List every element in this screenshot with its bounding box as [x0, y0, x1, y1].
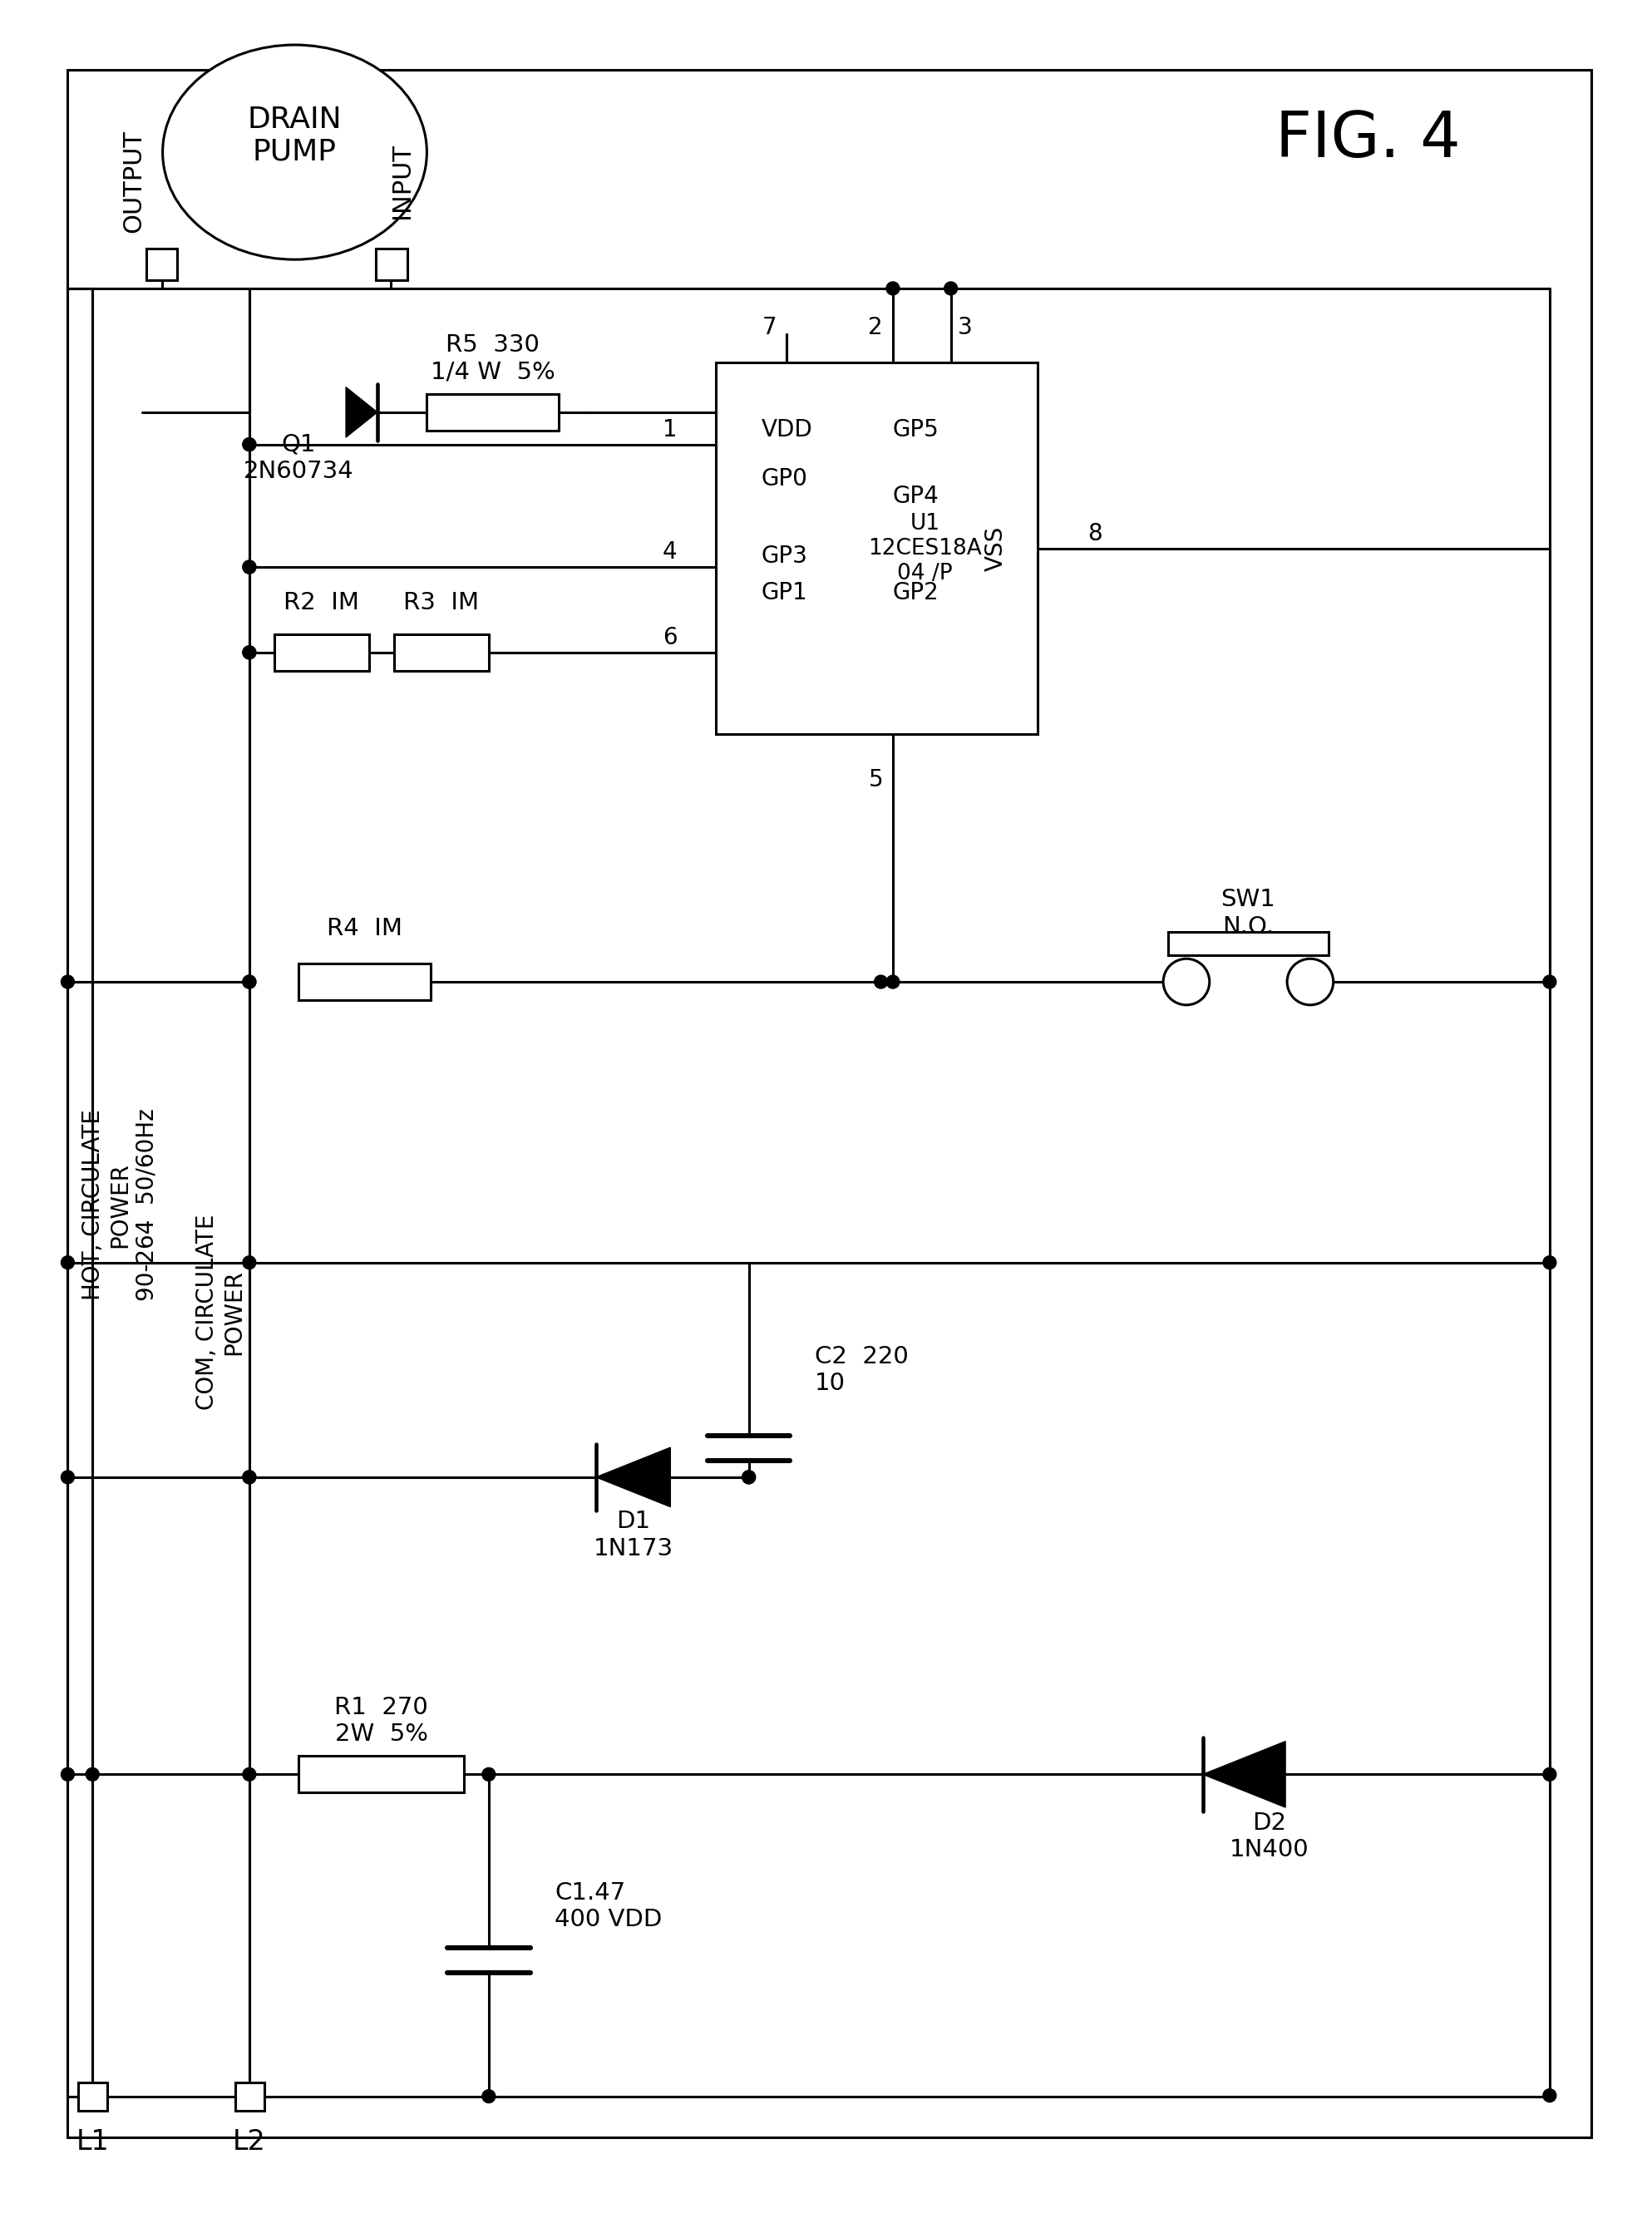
Text: GP3: GP3 — [762, 544, 808, 567]
Text: 5: 5 — [869, 768, 882, 792]
Text: GP0: GP0 — [762, 467, 808, 491]
Text: HOT, CIRCULATE
POWER
90-264  50/60Hz: HOT, CIRCULATE POWER 90-264 50/60Hz — [81, 1109, 159, 1301]
Circle shape — [482, 1768, 496, 1781]
Text: GP2: GP2 — [892, 582, 940, 604]
Circle shape — [1287, 958, 1333, 1005]
Text: 3: 3 — [958, 316, 971, 339]
Text: 2: 2 — [869, 316, 882, 339]
Circle shape — [243, 646, 256, 659]
Text: L1: L1 — [76, 2129, 109, 2155]
Text: R5  330
1/4 W  5%: R5 330 1/4 W 5% — [431, 334, 555, 383]
Text: 6: 6 — [662, 626, 677, 648]
Circle shape — [61, 1768, 74, 1781]
Text: C1.47
400 VDD: C1.47 400 VDD — [555, 1881, 662, 1932]
Polygon shape — [596, 1447, 671, 1507]
Circle shape — [61, 976, 74, 989]
Text: 7: 7 — [762, 316, 776, 339]
Bar — [299, 963, 431, 1000]
Text: DRAIN
PUMP: DRAIN PUMP — [248, 106, 342, 166]
Text: COM, CIRCULATE
POWER: COM, CIRCULATE POWER — [195, 1215, 246, 1410]
Text: 8: 8 — [1087, 522, 1102, 544]
Text: R3  IM: R3 IM — [403, 591, 479, 615]
Bar — [1168, 932, 1328, 956]
Circle shape — [874, 976, 887, 989]
Text: L2: L2 — [233, 2129, 266, 2155]
Text: R1  270
2W  5%: R1 270 2W 5% — [335, 1695, 428, 1746]
Text: R2  IM: R2 IM — [284, 591, 358, 615]
Text: INPUT: INPUT — [390, 144, 415, 219]
Circle shape — [243, 1472, 256, 1483]
Text: D1
1N173: D1 1N173 — [593, 1509, 672, 1560]
Text: OUTPUT: OUTPUT — [122, 131, 145, 232]
Circle shape — [945, 281, 958, 294]
Circle shape — [86, 1768, 99, 1781]
Polygon shape — [1203, 1742, 1285, 1808]
Circle shape — [243, 438, 256, 451]
Circle shape — [1543, 2089, 1556, 2102]
Bar — [235, 2082, 264, 2111]
Bar — [715, 363, 1037, 735]
Bar — [145, 248, 177, 281]
Circle shape — [61, 1257, 74, 1268]
Circle shape — [885, 976, 899, 989]
Text: D2
1N400: D2 1N400 — [1229, 1810, 1308, 1861]
Bar — [274, 635, 368, 671]
Circle shape — [243, 1768, 256, 1781]
Text: Q1
2N60734: Q1 2N60734 — [244, 432, 354, 482]
Circle shape — [1543, 1257, 1556, 1268]
Text: C2  220
10: C2 220 10 — [814, 1346, 909, 1394]
Bar — [393, 635, 489, 671]
Circle shape — [1543, 1768, 1556, 1781]
Text: U1
12CES18A
04 /P: U1 12CES18A 04 /P — [869, 513, 981, 584]
Circle shape — [243, 560, 256, 573]
Circle shape — [243, 560, 256, 573]
Text: VSS: VSS — [985, 527, 1008, 571]
Bar — [426, 394, 558, 429]
Circle shape — [1163, 958, 1209, 1005]
Circle shape — [742, 1472, 755, 1483]
Circle shape — [243, 438, 256, 451]
Circle shape — [243, 976, 256, 989]
Text: GP5: GP5 — [892, 418, 940, 440]
Text: GP4: GP4 — [892, 485, 940, 509]
Text: GP1: GP1 — [762, 582, 808, 604]
Circle shape — [885, 281, 899, 294]
Text: R4  IM: R4 IM — [327, 916, 403, 941]
Bar — [375, 248, 406, 281]
Circle shape — [243, 1472, 256, 1483]
Circle shape — [243, 976, 256, 989]
Circle shape — [243, 646, 256, 659]
Bar — [78, 2082, 107, 2111]
Polygon shape — [345, 387, 377, 438]
Circle shape — [61, 1472, 74, 1483]
Circle shape — [1543, 976, 1556, 989]
Text: FIG. 4: FIG. 4 — [1275, 108, 1460, 170]
Circle shape — [742, 1472, 755, 1483]
Ellipse shape — [162, 44, 426, 259]
Text: 1: 1 — [662, 418, 677, 440]
Text: 4: 4 — [662, 540, 677, 564]
Circle shape — [482, 2089, 496, 2102]
Text: SW1
N.O.: SW1 N.O. — [1221, 887, 1275, 938]
Circle shape — [243, 1257, 256, 1268]
Text: VDD: VDD — [762, 418, 813, 440]
Bar — [299, 1757, 464, 1793]
